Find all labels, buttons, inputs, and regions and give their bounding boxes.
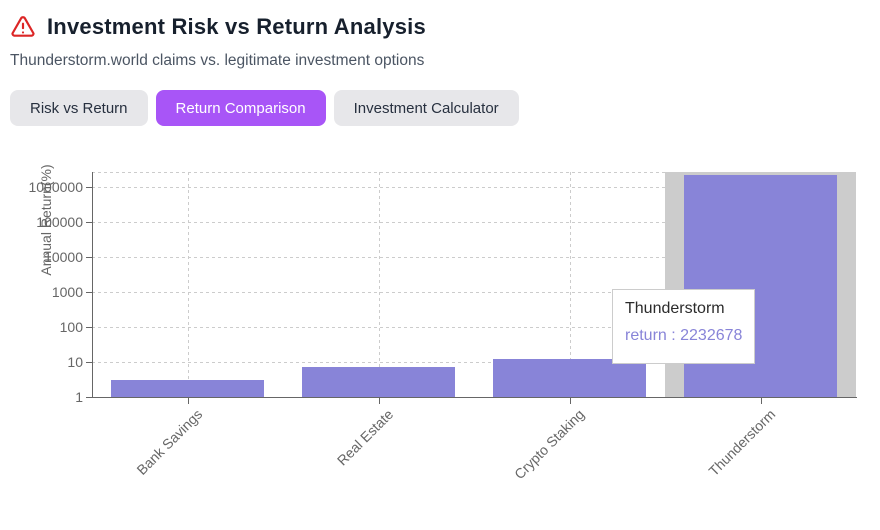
bar-real-estate[interactable] <box>302 367 455 397</box>
x-axis-tick <box>378 398 380 404</box>
tooltip-return-value: return : 2232678 <box>625 327 743 344</box>
y-axis-line <box>92 172 93 398</box>
gridline-vertical <box>187 172 189 397</box>
x-axis-tick <box>187 398 189 404</box>
y-axis-tick-label: 1000 <box>51 284 83 301</box>
y-axis-tick <box>86 187 92 189</box>
y-axis-tick-label: 1000000 <box>28 179 83 196</box>
title-row: Investment Risk vs Return Analysis <box>10 14 880 40</box>
x-axis-category-label: Thunderstorm <box>704 406 778 479</box>
y-axis-tick <box>86 397 92 398</box>
x-axis-category-label: Crypto Staking <box>510 406 587 483</box>
x-axis-tick <box>569 398 571 404</box>
y-axis-tick <box>86 327 92 328</box>
gridline-horizontal <box>92 222 856 224</box>
bar-crypto-staking[interactable] <box>493 359 646 397</box>
y-axis-tick-label: 10000 <box>44 249 83 266</box>
y-axis-tick-label: 1 <box>75 389 83 405</box>
y-axis-tick-label: 100 <box>59 319 83 335</box>
x-axis-line <box>92 397 857 398</box>
x-axis-category-label: Bank Savings <box>132 406 205 478</box>
page-header: Investment Risk vs Return Analysis Thund… <box>0 0 880 70</box>
y-axis-tick-label: 10 <box>67 354 83 370</box>
gridline-horizontal <box>92 257 856 259</box>
page-title: Investment Risk vs Return Analysis <box>47 14 426 39</box>
gridline-horizontal <box>92 362 856 363</box>
x-axis-category-label: Real Estate <box>333 406 396 469</box>
tab-return-comparison[interactable]: Return Comparison <box>155 90 326 126</box>
return-comparison-chart: 1 10 100 1000 10000 100000 1000000 Bank Savings… <box>0 150 880 511</box>
tab-risk-vs-return[interactable]: Risk vs Return <box>10 90 148 126</box>
gridline-vertical <box>569 172 571 397</box>
tab-investment-calculator[interactable]: Investment Calculator <box>333 90 519 126</box>
y-axis-tick <box>86 257 92 259</box>
bar-bank-savings[interactable] <box>111 380 264 397</box>
x-axis-tick <box>760 398 762 404</box>
y-axis-tick-label: 100000 <box>36 214 83 231</box>
page-subtitle: Thunderstorm.world claims vs. legitimate… <box>10 52 425 69</box>
y-axis-tick <box>86 362 92 363</box>
y-axis-tick <box>86 222 92 224</box>
gridline-horizontal <box>92 187 856 189</box>
warning-triangle-icon <box>11 16 35 37</box>
gridline-horizontal <box>92 292 856 294</box>
tooltip-category-label: Thunderstorm <box>625 300 725 317</box>
gridline-horizontal-top <box>92 172 856 173</box>
tab-bar: Risk vs Return Return Comparison Investm… <box>10 90 880 126</box>
gridline-horizontal <box>92 327 856 328</box>
y-axis-tick <box>86 292 92 294</box>
y-axis-title: Annual Return(%) <box>38 164 54 276</box>
gridline-vertical <box>378 172 380 397</box>
chart-tooltip: Thunderstorm return : 2232678 <box>612 289 756 364</box>
